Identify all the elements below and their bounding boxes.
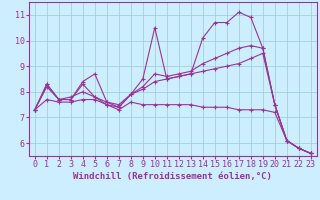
X-axis label: Windchill (Refroidissement éolien,°C): Windchill (Refroidissement éolien,°C)	[73, 172, 272, 181]
